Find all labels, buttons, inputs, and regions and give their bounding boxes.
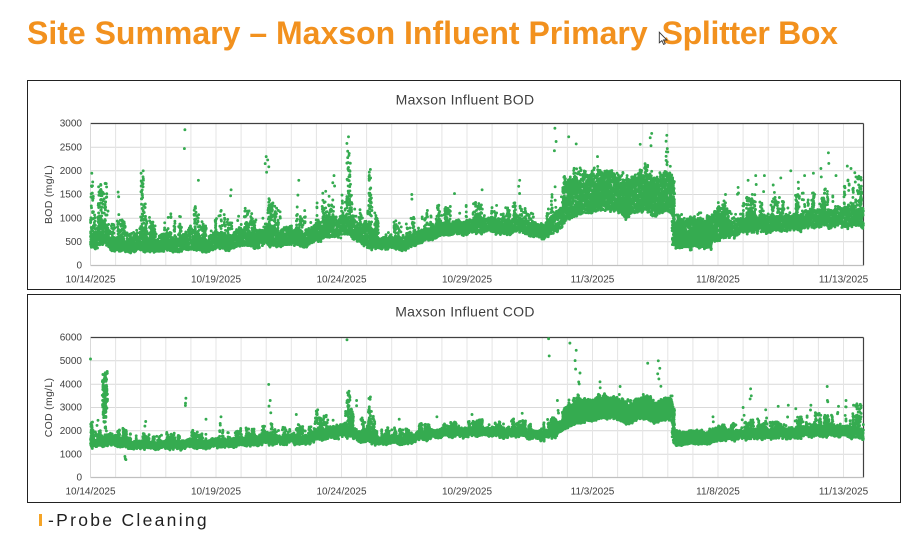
svg-text:4000: 4000 (60, 379, 83, 390)
svg-text:11/8/2025: 11/8/2025 (696, 487, 740, 498)
svg-text:3000: 3000 (60, 403, 83, 414)
svg-text:11/3/2025: 11/3/2025 (571, 487, 615, 498)
svg-text:6000: 6000 (60, 333, 83, 344)
svg-text:10/29/2025: 10/29/2025 (442, 487, 492, 498)
svg-text:11/8/2025: 11/8/2025 (696, 275, 740, 286)
svg-text:10/19/2025: 10/19/2025 (191, 275, 241, 286)
svg-text:2500: 2500 (60, 142, 83, 153)
svg-text:1000: 1000 (60, 213, 83, 224)
svg-text:5000: 5000 (60, 356, 83, 367)
svg-text:11/3/2025: 11/3/2025 (571, 275, 615, 286)
svg-text:2000: 2000 (60, 166, 83, 177)
svg-text:10/14/2025: 10/14/2025 (65, 275, 115, 286)
svg-text:BOD (mg/L): BOD (mg/L) (43, 165, 55, 224)
svg-text:10/29/2025: 10/29/2025 (442, 275, 492, 286)
svg-text:500: 500 (65, 237, 82, 248)
svg-text:0: 0 (76, 473, 82, 484)
svg-text:COD (mg/L): COD (mg/L) (43, 378, 55, 438)
svg-text:11/13/2025: 11/13/2025 (819, 275, 869, 286)
svg-text:2000: 2000 (60, 426, 83, 437)
svg-text:10/19/2025: 10/19/2025 (191, 487, 241, 498)
svg-text:Maxson Influent COD: Maxson Influent COD (395, 303, 535, 319)
svg-text:1000: 1000 (60, 449, 83, 460)
svg-text:10/14/2025: 10/14/2025 (65, 487, 115, 498)
svg-text:1500: 1500 (60, 190, 83, 201)
svg-text:10/24/2025: 10/24/2025 (316, 487, 366, 498)
svg-text:11/13/2025: 11/13/2025 (819, 487, 869, 498)
svg-text:10/24/2025: 10/24/2025 (316, 275, 366, 286)
svg-text:Maxson Influent BOD: Maxson Influent BOD (396, 92, 535, 108)
svg-text:3000: 3000 (60, 119, 83, 130)
svg-text:0: 0 (76, 261, 82, 272)
